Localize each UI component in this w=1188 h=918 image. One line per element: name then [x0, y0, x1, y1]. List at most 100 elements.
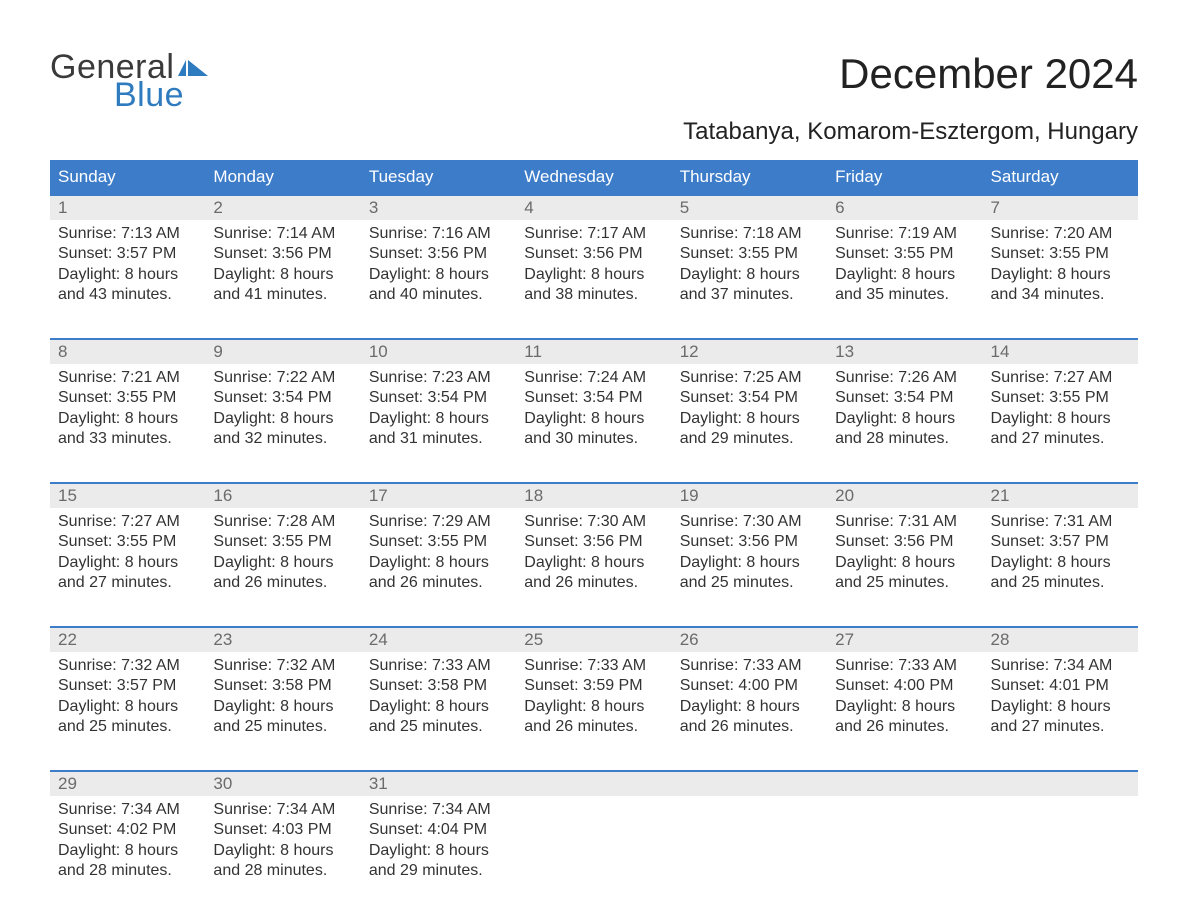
- day-dl2: and 35 minutes.: [835, 285, 974, 305]
- day-number: 1: [50, 196, 205, 220]
- day-number: [827, 772, 982, 796]
- logo-text-blue: Blue: [114, 78, 208, 112]
- day-dl1: Daylight: 8 hours: [991, 697, 1130, 717]
- day-dl2: and 38 minutes.: [524, 285, 663, 305]
- day-sunset: Sunset: 3:54 PM: [524, 388, 663, 408]
- day-dl1: Daylight: 8 hours: [58, 697, 197, 717]
- day-number: 8: [50, 340, 205, 364]
- day-cell: Sunrise: 7:19 AMSunset: 3:55 PMDaylight:…: [827, 220, 982, 316]
- day-dl2: and 25 minutes.: [835, 573, 974, 593]
- day-cell: Sunrise: 7:32 AMSunset: 3:57 PMDaylight:…: [50, 652, 205, 748]
- calendar-week: 15161718192021Sunrise: 7:27 AMSunset: 3:…: [50, 482, 1138, 604]
- day-number: 10: [361, 340, 516, 364]
- day-sunset: Sunset: 3:58 PM: [213, 676, 352, 696]
- logo: General Blue: [50, 50, 208, 112]
- day-sunset: Sunset: 3:55 PM: [213, 532, 352, 552]
- day-dl1: Daylight: 8 hours: [58, 841, 197, 861]
- day-dl2: and 26 minutes.: [213, 573, 352, 593]
- header: General Blue December 2024: [50, 50, 1138, 112]
- day-cell: Sunrise: 7:16 AMSunset: 3:56 PMDaylight:…: [361, 220, 516, 316]
- day-sunset: Sunset: 3:57 PM: [991, 532, 1130, 552]
- day-dl1: Daylight: 8 hours: [524, 265, 663, 285]
- day-body-row: Sunrise: 7:27 AMSunset: 3:55 PMDaylight:…: [50, 508, 1138, 604]
- day-sunset: Sunset: 4:04 PM: [369, 820, 508, 840]
- day-dl2: and 41 minutes.: [213, 285, 352, 305]
- day-dl1: Daylight: 8 hours: [213, 841, 352, 861]
- day-dl1: Daylight: 8 hours: [524, 553, 663, 573]
- day-sunset: Sunset: 3:56 PM: [524, 532, 663, 552]
- day-dl2: and 31 minutes.: [369, 429, 508, 449]
- day-number: 12: [672, 340, 827, 364]
- day-dl2: and 25 minutes.: [213, 717, 352, 737]
- day-sunrise: Sunrise: 7:24 AM: [524, 368, 663, 388]
- day-dl1: Daylight: 8 hours: [835, 697, 974, 717]
- day-number: 19: [672, 484, 827, 508]
- day-sunrise: Sunrise: 7:31 AM: [835, 512, 974, 532]
- day-dl1: Daylight: 8 hours: [524, 409, 663, 429]
- day-cell: Sunrise: 7:33 AMSunset: 3:58 PMDaylight:…: [361, 652, 516, 748]
- day-cell: [672, 796, 827, 892]
- day-dl1: Daylight: 8 hours: [835, 553, 974, 573]
- day-cell: [827, 796, 982, 892]
- day-number: 23: [205, 628, 360, 652]
- day-sunset: Sunset: 3:56 PM: [369, 244, 508, 264]
- day-number: 5: [672, 196, 827, 220]
- day-cell: Sunrise: 7:34 AMSunset: 4:04 PMDaylight:…: [361, 796, 516, 892]
- day-dl2: and 26 minutes.: [524, 573, 663, 593]
- calendar-week: 891011121314Sunrise: 7:21 AMSunset: 3:55…: [50, 338, 1138, 460]
- page-title: December 2024: [839, 50, 1138, 98]
- day-cell: Sunrise: 7:20 AMSunset: 3:55 PMDaylight:…: [983, 220, 1138, 316]
- day-dl1: Daylight: 8 hours: [58, 553, 197, 573]
- calendar-week: 293031Sunrise: 7:34 AMSunset: 4:02 PMDay…: [50, 770, 1138, 892]
- day-cell: Sunrise: 7:18 AMSunset: 3:55 PMDaylight:…: [672, 220, 827, 316]
- day-sunset: Sunset: 3:56 PM: [524, 244, 663, 264]
- day-dl1: Daylight: 8 hours: [991, 409, 1130, 429]
- day-cell: Sunrise: 7:33 AMSunset: 4:00 PMDaylight:…: [672, 652, 827, 748]
- day-cell: Sunrise: 7:14 AMSunset: 3:56 PMDaylight:…: [205, 220, 360, 316]
- day-number: 15: [50, 484, 205, 508]
- day-dl1: Daylight: 8 hours: [991, 553, 1130, 573]
- day-dl1: Daylight: 8 hours: [369, 697, 508, 717]
- day-sunset: Sunset: 3:56 PM: [835, 532, 974, 552]
- day-cell: Sunrise: 7:32 AMSunset: 3:58 PMDaylight:…: [205, 652, 360, 748]
- day-number: 18: [516, 484, 671, 508]
- day-sunrise: Sunrise: 7:30 AM: [524, 512, 663, 532]
- day-number: 2: [205, 196, 360, 220]
- day-sunrise: Sunrise: 7:22 AM: [213, 368, 352, 388]
- day-number: 13: [827, 340, 982, 364]
- day-dl2: and 34 minutes.: [991, 285, 1130, 305]
- day-cell: Sunrise: 7:25 AMSunset: 3:54 PMDaylight:…: [672, 364, 827, 460]
- day-dl1: Daylight: 8 hours: [680, 553, 819, 573]
- day-dl2: and 27 minutes.: [991, 717, 1130, 737]
- day-dl2: and 37 minutes.: [680, 285, 819, 305]
- day-number-row: 15161718192021: [50, 484, 1138, 508]
- day-number: 9: [205, 340, 360, 364]
- day-cell: Sunrise: 7:30 AMSunset: 3:56 PMDaylight:…: [516, 508, 671, 604]
- day-body-row: Sunrise: 7:21 AMSunset: 3:55 PMDaylight:…: [50, 364, 1138, 460]
- day-sunrise: Sunrise: 7:34 AM: [58, 800, 197, 820]
- day-cell: Sunrise: 7:21 AMSunset: 3:55 PMDaylight:…: [50, 364, 205, 460]
- day-number-row: 293031: [50, 772, 1138, 796]
- day-number: 25: [516, 628, 671, 652]
- day-dl2: and 32 minutes.: [213, 429, 352, 449]
- day-sunset: Sunset: 3:55 PM: [991, 388, 1130, 408]
- day-sunset: Sunset: 3:58 PM: [369, 676, 508, 696]
- day-of-week-header: Sunday Monday Tuesday Wednesday Thursday…: [50, 160, 1138, 194]
- day-number: 31: [361, 772, 516, 796]
- day-sunset: Sunset: 3:54 PM: [680, 388, 819, 408]
- day-cell: Sunrise: 7:33 AMSunset: 3:59 PMDaylight:…: [516, 652, 671, 748]
- day-sunset: Sunset: 3:55 PM: [369, 532, 508, 552]
- day-number: 30: [205, 772, 360, 796]
- day-dl1: Daylight: 8 hours: [680, 265, 819, 285]
- day-number: 21: [983, 484, 1138, 508]
- day-dl2: and 30 minutes.: [524, 429, 663, 449]
- day-sunset: Sunset: 4:02 PM: [58, 820, 197, 840]
- day-dl1: Daylight: 8 hours: [58, 409, 197, 429]
- day-sunset: Sunset: 3:55 PM: [680, 244, 819, 264]
- day-number: 20: [827, 484, 982, 508]
- day-sunrise: Sunrise: 7:33 AM: [835, 656, 974, 676]
- day-number: 22: [50, 628, 205, 652]
- day-cell: Sunrise: 7:24 AMSunset: 3:54 PMDaylight:…: [516, 364, 671, 460]
- day-sunset: Sunset: 3:57 PM: [58, 244, 197, 264]
- day-sunrise: Sunrise: 7:25 AM: [680, 368, 819, 388]
